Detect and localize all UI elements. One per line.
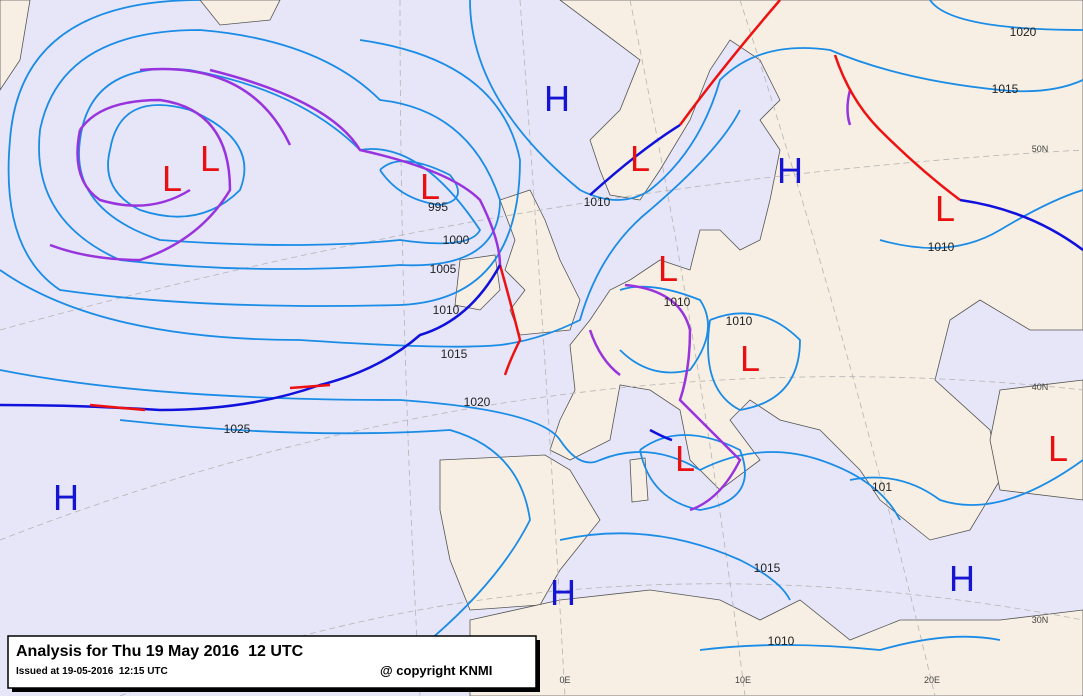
isobar [7,0,521,307]
sardinia [629,457,649,503]
occluded-front [624,283,742,512]
pressure-system: H [53,477,79,518]
cold-front [959,198,1083,251]
warm-front [89,383,331,412]
pressure-system: H [777,150,803,191]
graticule-label: 40N [1032,382,1049,392]
occluded-front [139,67,292,146]
isobar [879,189,1083,249]
isobar [707,312,801,411]
isobar-label: 1020 [1010,25,1037,39]
occluded-front [76,129,191,207]
cold-front [589,123,681,196]
warm-front [833,54,961,201]
pressure-system: L [200,138,220,179]
isobar-label: 101 [872,480,892,494]
isobar [0,109,741,348]
isobar-label: 1025 [224,422,251,436]
graticule-label: 50N [1032,144,1049,154]
isobar [107,104,246,218]
isobar-label: 1010 [768,634,795,648]
pressure-system: H [544,78,570,119]
africa [469,589,1083,696]
occluded-front [209,68,502,266]
iceland [199,0,281,26]
occluded-front [588,329,621,376]
pressure-system: L [630,138,650,179]
parallel [0,376,1083,541]
graticule-label: 30N [1032,615,1049,625]
isobar [929,0,1083,31]
title-box: Analysis for Thu 19 May 2016 12 UTC Issu… [7,635,540,692]
meridian [399,0,421,696]
isobar [849,459,1083,506]
pressure-system: L [675,438,695,479]
isobar [619,285,709,374]
isobar-label: 1020 [464,395,491,409]
iberia [439,454,601,611]
meridian [629,0,746,696]
isobar [0,369,901,521]
occluded-front [49,98,232,262]
pressure-system: L [740,338,760,379]
copyright: @ copyright KNMI [380,663,492,678]
isobar [559,532,791,601]
pressure-system: L [162,158,182,199]
isobars [0,0,1083,651]
occluded-front [846,89,852,126]
britain [499,189,581,336]
graticule-label: 20E [924,675,940,685]
warm-front [498,264,522,376]
isobar-label: 1010 [928,240,955,254]
isobar-label: 1015 [992,82,1019,96]
pressure-system: L [1048,428,1068,469]
isobar [639,434,746,511]
isobar-label: 1015 [441,347,468,361]
isobar-label: 1000 [443,233,470,247]
turkey [989,379,1083,501]
pressure-system: H [949,558,975,599]
isobar-label: 1010 [726,314,753,328]
pressure-system: L [935,188,955,229]
isobar [469,0,1083,201]
isobar-label: 1005 [430,262,457,276]
isobar-label: 1010 [433,303,460,317]
pressure-system: H [550,572,576,613]
pressure-system: L [658,248,678,289]
isobar [119,419,531,641]
isobar-label: 1015 [754,561,781,575]
box [7,635,537,689]
analysis-title: Analysis for Thu 19 May 2016 12 UTC [16,643,304,660]
isobar-label: 1010 [584,195,611,209]
graticule-label: 0E [559,675,570,685]
greenland [0,0,31,91]
cold-front [649,428,673,442]
parallel [119,583,1083,696]
parallel [0,149,1083,331]
isobar-label: 1010 [664,295,691,309]
isobar [699,635,1001,651]
issued-text: Issued at 19-05-2016 12:15 UTC [16,666,168,677]
isobar-label: 995 [428,200,448,214]
graticule-label: 10E [735,675,751,685]
warm-front [678,0,781,126]
meridian [739,0,936,696]
pressure-system: L [420,166,440,207]
fronts [0,0,1083,512]
meridian [519,0,566,696]
